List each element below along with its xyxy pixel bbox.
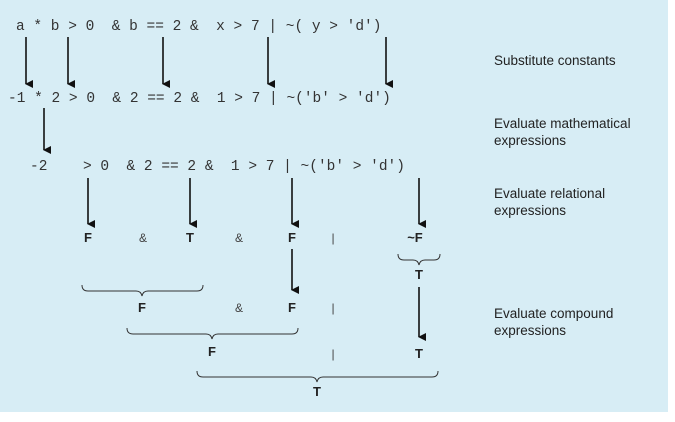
diagram-panel <box>0 0 668 412</box>
expression-row-substituted: -1 * 2 > 0 & 2 == 2 & 1 > 7 | ~('b' > 'd… <box>8 91 391 107</box>
step-label-relational: Evaluate relational expressions <box>494 186 609 218</box>
result-t2: T <box>415 267 423 282</box>
expression-row-original: a * b > 0 & b == 2 & x > 7 | ~( y > 'd') <box>16 19 381 35</box>
operator-and-3: & <box>235 301 243 315</box>
result-t-carried: T <box>415 346 423 361</box>
operator-or-1: | <box>331 231 334 245</box>
expression-row-lead-value: -2 <box>30 159 47 175</box>
step-label-substitute: Substitute constants <box>494 53 616 68</box>
expression-row-math-evaluated: > 0 & 2 == 2 & 1 > 7 | ~('b' > 'd') <box>83 159 405 175</box>
operator-and-1: & <box>139 231 147 245</box>
step-label-compound: Evaluate compound expressions <box>494 306 617 338</box>
operator-or-3: | <box>331 347 334 361</box>
step-label-mathematical: Evaluate mathematical expressions <box>494 116 634 148</box>
brace-not <box>397 253 441 266</box>
result-not-f: ~F <box>407 230 423 245</box>
brace-or <box>196 370 439 383</box>
result-f1: F <box>84 230 92 245</box>
result-and-1: F <box>138 300 146 315</box>
operator-and-2: & <box>235 231 243 245</box>
result-f-carried: F <box>288 300 296 315</box>
result-final: T <box>313 384 321 399</box>
operator-or-2: | <box>331 301 334 315</box>
result-and-2: F <box>208 344 216 359</box>
brace-and-2 <box>126 327 299 340</box>
result-f2: F <box>288 230 296 245</box>
result-t1: T <box>186 230 194 245</box>
brace-and-1 <box>81 284 204 297</box>
